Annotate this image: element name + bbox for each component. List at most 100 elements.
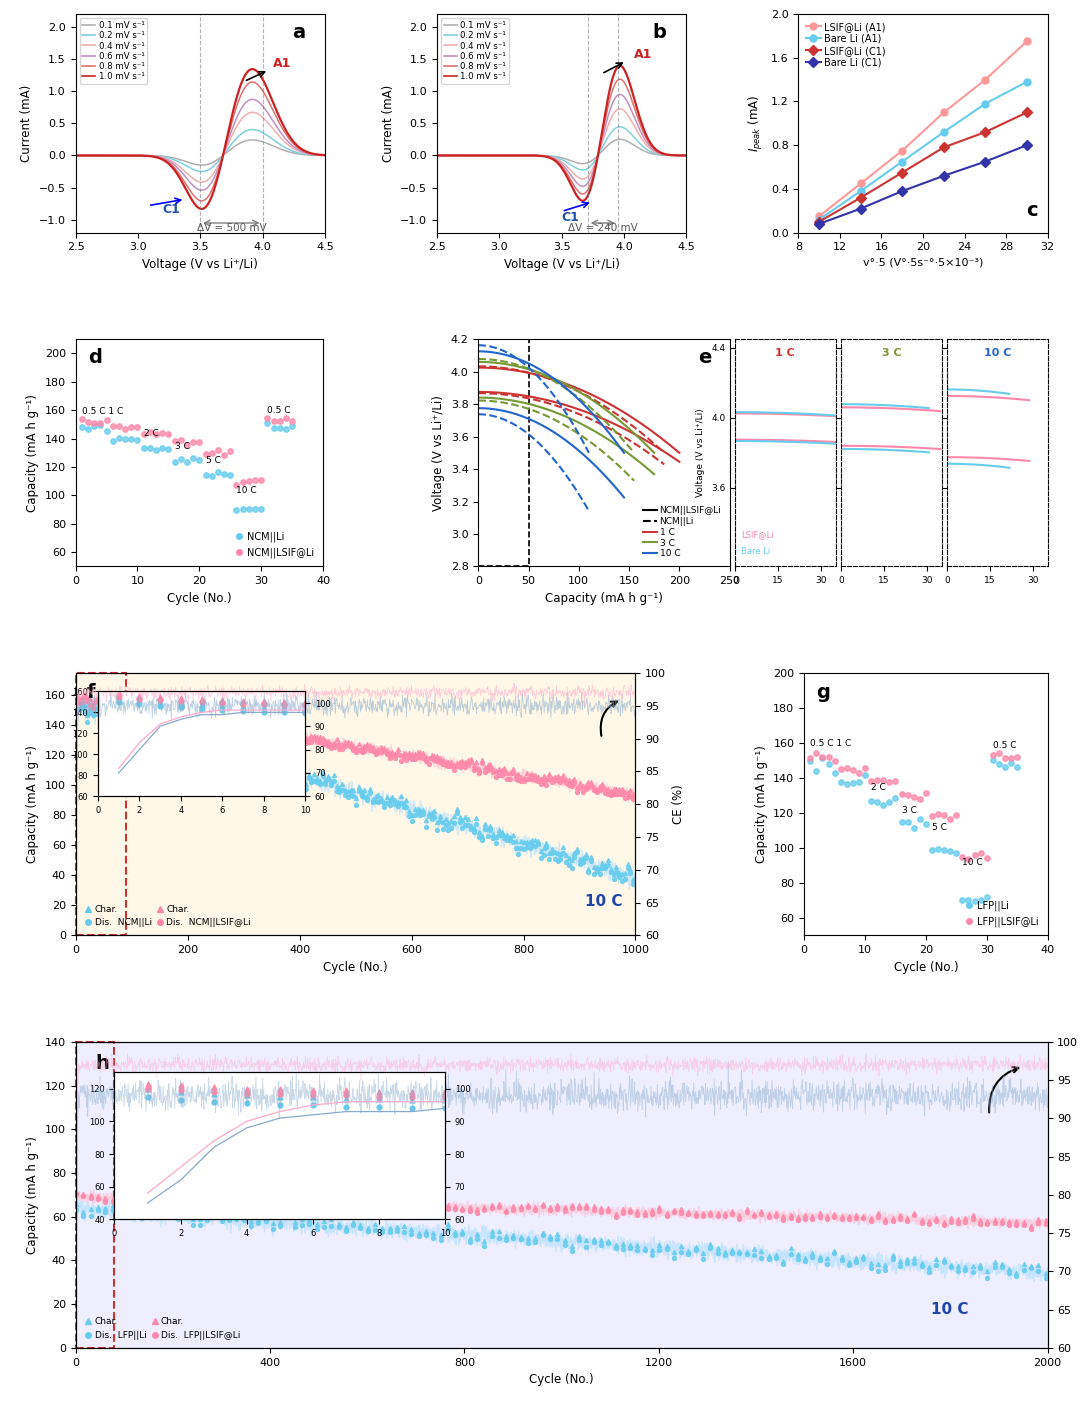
Point xyxy=(510,837,527,859)
Point xyxy=(258,743,275,765)
Point xyxy=(519,1196,537,1219)
Point xyxy=(476,755,494,778)
Point xyxy=(820,747,837,769)
Point xyxy=(417,1192,434,1214)
Text: f: f xyxy=(86,684,95,702)
Text: ΔV = 240 mV: ΔV = 240 mV xyxy=(568,223,637,233)
Legend: 0.1 mV s⁻¹, 0.2 mV s⁻¹, 0.4 mV s⁻¹, 0.6 mV s⁻¹, 0.8 mV s⁻¹, 1.0 mV s⁻¹: 0.1 mV s⁻¹, 0.2 mV s⁻¹, 0.4 mV s⁻¹, 0.6 … xyxy=(80,18,147,84)
Point xyxy=(206,1189,224,1212)
Point xyxy=(589,781,606,803)
Point xyxy=(423,744,441,767)
Point xyxy=(206,1206,224,1228)
Point xyxy=(154,1200,172,1223)
Point xyxy=(535,844,552,866)
Point xyxy=(110,414,127,437)
Point xyxy=(308,767,325,789)
Point xyxy=(483,1198,500,1220)
Point xyxy=(157,699,174,722)
Point xyxy=(403,1217,420,1240)
Point xyxy=(490,819,508,841)
Point xyxy=(454,750,471,772)
Point xyxy=(868,790,886,813)
Point xyxy=(325,731,342,754)
Point xyxy=(373,736,390,758)
Point xyxy=(300,1192,318,1214)
Point xyxy=(329,1193,347,1216)
Point xyxy=(257,1191,274,1213)
Point xyxy=(174,702,191,724)
Point xyxy=(585,863,603,886)
Point xyxy=(978,886,996,908)
Point xyxy=(457,750,474,772)
Point xyxy=(84,696,102,719)
Point xyxy=(102,689,119,712)
Point xyxy=(619,781,636,803)
Point xyxy=(79,418,96,441)
Point xyxy=(877,1210,894,1233)
Point xyxy=(345,785,362,807)
Point xyxy=(608,856,625,879)
Point xyxy=(462,747,480,769)
Point xyxy=(434,810,451,833)
Point xyxy=(232,719,249,741)
Point xyxy=(445,812,462,834)
Point xyxy=(1002,753,1020,775)
Point xyxy=(366,1193,383,1216)
Point xyxy=(532,847,550,869)
Point xyxy=(415,802,432,824)
Point xyxy=(920,1210,937,1233)
Point xyxy=(112,715,130,737)
Point xyxy=(300,1213,318,1236)
Point xyxy=(395,1195,413,1217)
Point xyxy=(476,819,494,841)
Point xyxy=(592,1228,609,1251)
Point xyxy=(359,1217,376,1240)
Point xyxy=(144,702,161,724)
Point xyxy=(373,790,390,813)
Point xyxy=(76,682,93,705)
Point xyxy=(265,1198,282,1220)
Point xyxy=(227,750,244,772)
Point xyxy=(352,1216,369,1238)
Point xyxy=(687,1238,704,1261)
Point xyxy=(440,1217,457,1240)
Point xyxy=(978,1210,996,1233)
Point xyxy=(613,778,631,800)
Text: Bare Li: Bare Li xyxy=(741,548,770,556)
Point xyxy=(288,722,306,744)
Point xyxy=(461,1230,478,1252)
Point xyxy=(549,1198,566,1220)
Point xyxy=(90,1188,107,1210)
Point xyxy=(954,889,971,911)
Point xyxy=(957,1257,974,1279)
Point xyxy=(264,751,281,774)
Point xyxy=(197,731,214,754)
Point xyxy=(90,1199,107,1221)
Point xyxy=(81,702,98,724)
Point xyxy=(527,1196,544,1219)
Point xyxy=(760,1206,778,1228)
Point xyxy=(249,758,267,781)
Point xyxy=(570,1224,588,1247)
Point xyxy=(75,1205,92,1227)
Point xyxy=(767,1244,784,1266)
Point xyxy=(75,1185,92,1207)
Point xyxy=(446,1220,463,1243)
Point xyxy=(191,431,208,453)
Point xyxy=(70,687,87,709)
Point xyxy=(665,1200,683,1223)
Point xyxy=(171,709,188,731)
Point xyxy=(322,733,339,755)
Point xyxy=(129,416,146,438)
X-axis label: Cycle (No.): Cycle (No.) xyxy=(167,591,232,605)
Point xyxy=(1009,746,1026,768)
Point xyxy=(589,856,606,879)
Text: 2 C: 2 C xyxy=(872,783,886,792)
Point xyxy=(154,705,172,727)
Point xyxy=(529,769,546,792)
Point xyxy=(93,705,110,727)
Point xyxy=(178,451,195,473)
Point xyxy=(501,768,518,790)
Point xyxy=(183,729,200,751)
Legend: 0.1 mV s⁻¹, 0.2 mV s⁻¹, 0.4 mV s⁻¹, 0.6 mV s⁻¹, 0.8 mV s⁻¹, 1.0 mV s⁻¹: 0.1 mV s⁻¹, 0.2 mV s⁻¹, 0.4 mV s⁻¹, 0.6 … xyxy=(442,18,509,84)
